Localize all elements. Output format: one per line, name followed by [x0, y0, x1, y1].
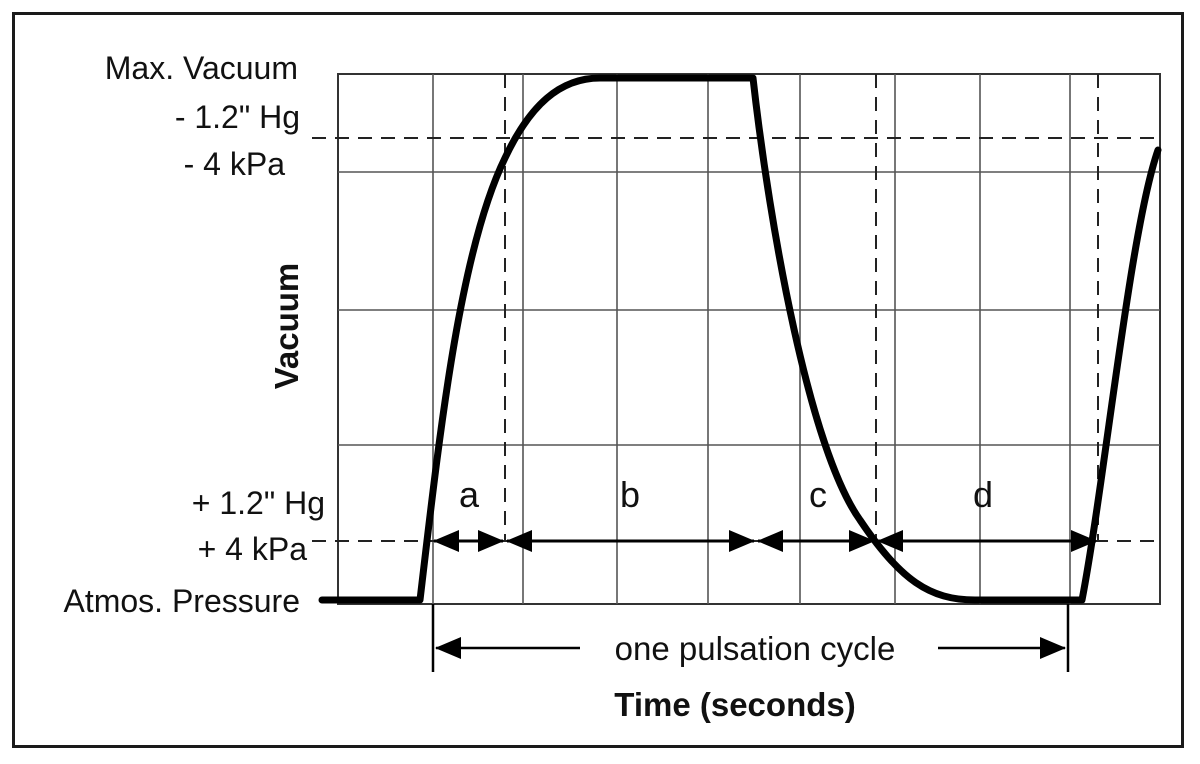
phase-c-label: c — [809, 474, 827, 515]
lower-threshold-inch-label: + 1.2" Hg — [192, 485, 325, 521]
atmos-pressure-label: Atmos. Pressure — [63, 583, 300, 619]
phase-b-label: b — [620, 474, 640, 515]
phase-d-label: d — [973, 474, 993, 515]
y-axis-label: Vacuum — [268, 263, 305, 390]
upper-threshold-kpa-label: - 4 kPa — [184, 146, 286, 182]
phase-a-label: a — [459, 474, 480, 515]
lower-threshold-kpa-label: + 4 kPa — [198, 531, 308, 567]
max-vacuum-label: Max. Vacuum — [105, 50, 298, 86]
cycle-indicator — [431, 604, 1070, 672]
cycle-label: one pulsation cycle — [615, 630, 896, 667]
diagram-frame — [12, 12, 1184, 748]
grid — [338, 74, 1160, 604]
plot-area — [337, 73, 1161, 605]
vacuum-curve — [318, 74, 1162, 604]
x-axis-label: Time (seconds) — [614, 686, 855, 723]
upper-threshold-inch-label: - 1.2" Hg — [175, 99, 300, 135]
